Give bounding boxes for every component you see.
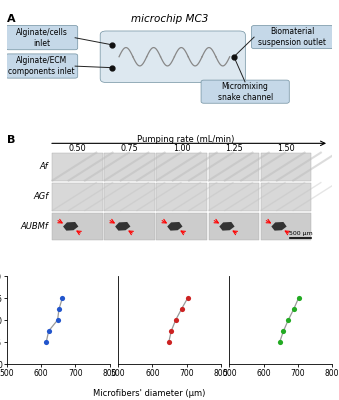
Polygon shape bbox=[219, 222, 235, 231]
Bar bbox=[52, 182, 103, 210]
Bar bbox=[157, 153, 207, 180]
Text: 500 μm: 500 μm bbox=[289, 231, 313, 236]
Point bbox=[185, 295, 191, 301]
FancyBboxPatch shape bbox=[201, 80, 289, 103]
Text: AGf: AGf bbox=[33, 192, 48, 201]
Polygon shape bbox=[167, 222, 182, 231]
Bar bbox=[104, 212, 155, 240]
Point bbox=[43, 339, 49, 345]
Text: B: B bbox=[7, 135, 16, 145]
Bar bbox=[208, 153, 259, 180]
Point bbox=[168, 328, 174, 334]
Point bbox=[46, 328, 52, 334]
Text: 1.50: 1.50 bbox=[277, 144, 295, 153]
Text: 1.00: 1.00 bbox=[173, 144, 191, 153]
Polygon shape bbox=[115, 222, 131, 231]
Polygon shape bbox=[271, 222, 287, 231]
Point bbox=[173, 317, 178, 323]
Text: A: A bbox=[7, 14, 16, 24]
Bar bbox=[157, 182, 207, 210]
Bar bbox=[208, 212, 259, 240]
FancyBboxPatch shape bbox=[6, 26, 78, 50]
Text: Alginate/ECM
components inlet: Alginate/ECM components inlet bbox=[8, 56, 75, 76]
Text: Alginate/cells
inlet: Alginate/cells inlet bbox=[16, 28, 68, 48]
Text: Microfibers' diameter (μm): Microfibers' diameter (μm) bbox=[93, 389, 205, 398]
Bar bbox=[52, 212, 103, 240]
Text: 0.75: 0.75 bbox=[121, 144, 139, 153]
Point bbox=[291, 306, 297, 312]
Point bbox=[55, 317, 60, 323]
Text: 1.25: 1.25 bbox=[225, 144, 243, 153]
Text: microchip MC3: microchip MC3 bbox=[131, 14, 208, 24]
Bar bbox=[261, 182, 311, 210]
FancyBboxPatch shape bbox=[252, 26, 333, 49]
Point bbox=[277, 339, 282, 345]
Text: Micromixing
snake channel: Micromixing snake channel bbox=[218, 82, 273, 102]
Text: Af: Af bbox=[40, 162, 48, 171]
Point bbox=[296, 295, 301, 301]
FancyBboxPatch shape bbox=[6, 54, 78, 78]
Polygon shape bbox=[63, 222, 78, 231]
Bar bbox=[157, 212, 207, 240]
Text: Biomaterial
suspension outlet: Biomaterial suspension outlet bbox=[258, 27, 326, 47]
Point bbox=[60, 295, 65, 301]
Bar bbox=[104, 182, 155, 210]
Point bbox=[166, 339, 172, 345]
Text: AUBMf: AUBMf bbox=[21, 222, 48, 231]
Bar bbox=[208, 182, 259, 210]
Bar bbox=[104, 153, 155, 180]
FancyBboxPatch shape bbox=[100, 31, 245, 82]
Point bbox=[56, 306, 62, 312]
Point bbox=[285, 317, 291, 323]
Text: 0.50: 0.50 bbox=[69, 144, 86, 153]
Text: Pumping rate (mL/min): Pumping rate (mL/min) bbox=[137, 135, 235, 144]
Point bbox=[179, 306, 184, 312]
Bar bbox=[261, 212, 311, 240]
Bar bbox=[52, 153, 103, 180]
Bar bbox=[261, 153, 311, 180]
Point bbox=[281, 328, 286, 334]
